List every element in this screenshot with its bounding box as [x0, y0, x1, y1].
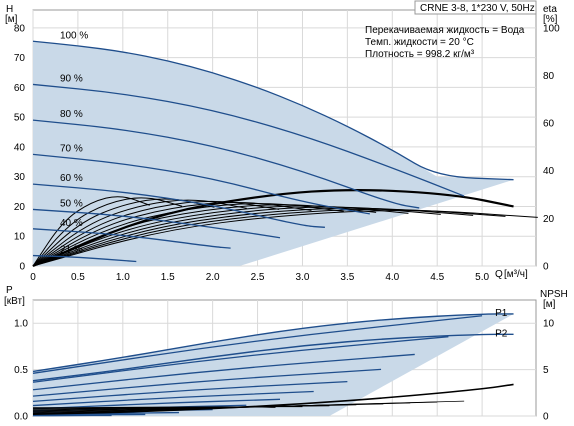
speed-curve	[32, 228, 231, 249]
power-curve	[32, 380, 348, 403]
speed-curve	[32, 183, 325, 228]
flow-axis-unit: [м³/ч]	[504, 269, 528, 280]
power-curve	[32, 315, 483, 374]
efficiency-curve	[32, 199, 247, 267]
eta-axis-title: eta	[543, 4, 557, 15]
speed-curve	[32, 119, 420, 209]
eta-tick-label: 40	[543, 166, 555, 177]
pump-title: CRNE 3-8, 1*230 V, 50Hz	[420, 3, 535, 14]
speed-curve-label: 90 %	[60, 73, 83, 84]
efficiency-curve	[32, 207, 474, 267]
speed-curve-label: 50 %	[60, 198, 83, 209]
npsh-tick-label: 0	[543, 412, 549, 423]
head-tick-label: 10	[14, 232, 26, 243]
power-tick-label: 1.0	[14, 319, 28, 330]
power-tick-label: 0.5	[14, 365, 28, 376]
eta-tick-label: 100	[543, 23, 560, 34]
efficiency-curve	[32, 210, 538, 267]
head-axis-unit: [м]	[5, 14, 18, 25]
power-axis-title: P	[6, 285, 13, 296]
power-curves: P1 P2	[32, 308, 514, 417]
speed-curve-label: 60 %	[60, 173, 83, 184]
speed-curve-label: 70 %	[60, 143, 83, 154]
efficiency-curve	[32, 203, 344, 267]
x-tick-label: 3.5	[340, 272, 354, 283]
power-curve	[32, 368, 382, 397]
head-tick-label: 60	[14, 83, 26, 94]
npsh-tick-label: 5	[543, 365, 549, 376]
x-tick-label: 3.0	[296, 272, 310, 283]
eta-tick-label: 0	[543, 262, 549, 273]
head-tick-label: 40	[14, 142, 26, 153]
power-curve	[32, 390, 314, 407]
power-axis-unit: [кВт]	[4, 296, 25, 307]
speed-curve	[32, 153, 370, 215]
power-curve	[32, 353, 415, 391]
power-curve	[32, 336, 449, 383]
power-series-label: P2	[495, 328, 508, 339]
flow-axis-title: Q	[495, 269, 503, 280]
power-series-curve	[32, 333, 514, 382]
speed-curve-label: 21 %	[60, 245, 83, 256]
liquid-info: Перекачиваемая жидкость = Вода	[365, 25, 525, 36]
efficiency-curve	[32, 208, 506, 267]
x-tick-label: 2.5	[251, 272, 265, 283]
npsh-tick-label: 10	[543, 319, 555, 330]
head-ticks: 0 0.5 1.0 1.5 2.0 2.5 3.0 3.5 4.0 4.5 5.0 0 10 20 30 40…	[14, 23, 560, 283]
speed-curve-label: 100 %	[60, 30, 88, 41]
eta-tick-label: 20	[543, 214, 555, 225]
efficiency-curve	[32, 201, 312, 267]
pump-title-box	[414, 0, 537, 15]
npsh-axis-title: NPSH	[540, 289, 568, 300]
eta-tick-label: 80	[543, 71, 555, 82]
head-tick-label: 30	[14, 172, 26, 183]
x-tick-label: 2.0	[206, 272, 220, 283]
speed-curve	[32, 254, 137, 263]
power-series-label: P1	[495, 308, 508, 319]
power-ticks: 0.0 0.5 1.0 0 5 10	[14, 319, 554, 423]
npsh-axis-unit: [м]	[543, 299, 556, 310]
speed-curve	[32, 83, 465, 197]
temp-info: Темп. жидкости = 20 °C	[365, 37, 474, 48]
x-tick-label: 0	[30, 272, 36, 283]
speed-curve	[32, 208, 281, 239]
efficiency-curve	[32, 200, 280, 267]
x-tick-label: 1.0	[116, 272, 130, 283]
x-tick-label: 0.5	[71, 272, 85, 283]
head-tick-label: 20	[14, 202, 26, 213]
power-series-curve	[32, 313, 514, 373]
density-info: Плотность = 998.2 кг/м³	[365, 49, 475, 60]
speed-curve-label: 80 %	[60, 109, 83, 120]
rated-efficiency-curve	[32, 188, 514, 268]
efficiency-curves	[32, 188, 538, 268]
x-tick-label: 4.0	[385, 272, 399, 283]
x-tick-label: 5.0	[475, 272, 489, 283]
head-tick-label: 80	[14, 23, 26, 34]
power-tick-label: 0.0	[14, 412, 28, 423]
speed-curve	[32, 40, 514, 181]
head-tick-label: 50	[14, 113, 26, 124]
x-tick-label: 4.5	[430, 272, 444, 283]
head-tick-label: 0	[19, 262, 25, 273]
eta-axis-unit: [%]	[543, 14, 558, 25]
speed-curve-label: 40 %	[60, 218, 83, 229]
head-tick-label: 70	[14, 53, 26, 64]
speed-curves: 100 % 90 % 80 % 70 % 60 % 50 % 40 % 21 %	[32, 30, 514, 263]
eta-tick-label: 60	[543, 119, 555, 130]
head-axis-title: H	[6, 4, 13, 15]
npsh-fan-curve	[32, 406, 276, 409]
x-tick-label: 1.5	[161, 272, 175, 283]
